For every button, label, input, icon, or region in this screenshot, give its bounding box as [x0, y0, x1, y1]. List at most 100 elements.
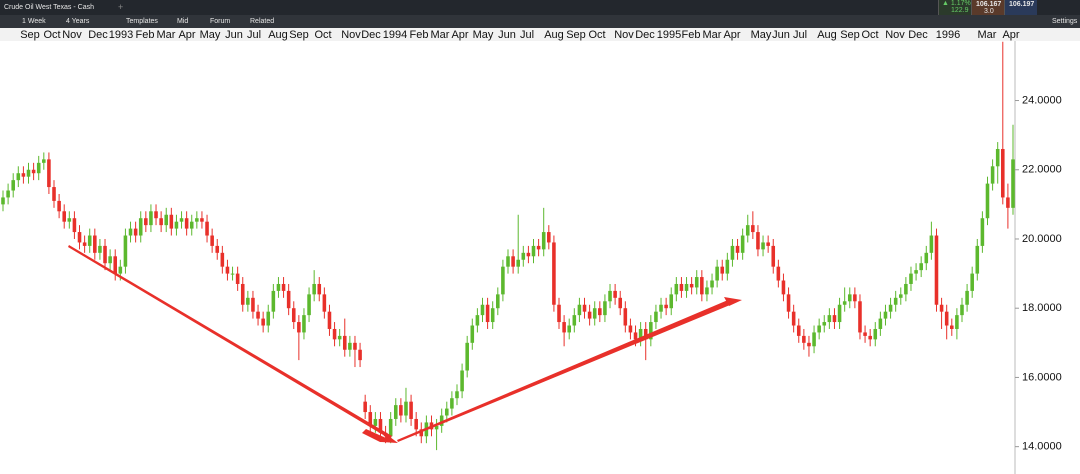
candle-body [674, 283, 679, 295]
candle-body [256, 311, 260, 319]
candle-body [480, 304, 485, 316]
candle-body [496, 294, 500, 309]
x-tick-label: May [200, 29, 221, 41]
candle-body [11, 180, 15, 191]
y-tick-label: 20.0000 [1022, 233, 1062, 245]
candle-body [404, 401, 408, 416]
settings-button[interactable]: Settings [1052, 18, 1078, 25]
candle-body [837, 304, 842, 323]
candle-body [715, 266, 719, 281]
candle-body [210, 235, 214, 246]
toolbar-button[interactable]: Forum [210, 18, 231, 25]
top-bar: Crude Oil West Texas - Cash + ▲ 1.17% 12… [0, 0, 1080, 15]
sell-box[interactable]: 106.167 3.0 [971, 0, 1004, 15]
candle-body [766, 242, 770, 246]
x-tick-label: Oct [43, 29, 60, 41]
candle-body [618, 297, 623, 309]
x-tick-label: Nov [614, 29, 634, 41]
candle-body [587, 311, 592, 319]
candle-body [195, 218, 199, 222]
range-button[interactable]: 4 Years [66, 18, 90, 25]
candle-body [812, 332, 816, 347]
candle-body [62, 211, 66, 222]
candle-body [735, 245, 740, 253]
toolbar-button[interactable]: Related [250, 18, 275, 25]
candle-body [419, 429, 424, 437]
candle-body [643, 328, 648, 340]
candle-body [669, 294, 674, 309]
candle-body [302, 315, 306, 333]
candle-body [914, 270, 918, 274]
instrument-tab[interactable]: Crude Oil West Texas - Cash [4, 4, 94, 11]
candle-body [501, 266, 505, 295]
candle-body [608, 290, 612, 302]
candle-body [470, 325, 475, 343]
candle-body [220, 252, 225, 267]
candle-body [133, 228, 138, 236]
candle-body [246, 297, 250, 305]
x-tick-label: Apr [451, 29, 468, 41]
candle-body [1001, 148, 1005, 198]
x-tick-label: Aug [817, 29, 837, 41]
trend-arrow [68, 245, 392, 439]
candle-body [128, 228, 133, 236]
candle-body [6, 190, 10, 198]
candle-body [154, 211, 158, 219]
candle-body [827, 315, 832, 323]
candle-body [174, 221, 179, 229]
x-tick-label: Jul [520, 29, 534, 41]
x-tick-label: Jul [793, 29, 807, 41]
candle-body [822, 322, 827, 326]
add-tab[interactable]: + [118, 2, 124, 12]
toolbar-button[interactable]: Templates [126, 18, 158, 25]
toolbar-button[interactable]: Mid [177, 18, 189, 25]
candle-body [271, 290, 276, 312]
candle-body [36, 162, 41, 174]
candle-body [450, 398, 454, 409]
candle-body [756, 232, 760, 250]
interval-button[interactable]: 1 Week [22, 18, 46, 25]
candle-body [52, 187, 56, 201]
candle-body [378, 418, 383, 433]
buy-box[interactable]: 106.197 [1004, 0, 1037, 15]
candle-body [659, 304, 663, 312]
y-tick-label: 18.0000 [1022, 302, 1062, 314]
candle-body [87, 235, 92, 246]
candle-body [47, 159, 51, 188]
candle-body [705, 287, 709, 295]
candle-body [67, 218, 72, 222]
candle-body [434, 425, 439, 430]
candle-body [832, 315, 837, 323]
candle-body [138, 218, 143, 236]
candle-body [679, 283, 684, 291]
x-tick-label: Mar [978, 29, 997, 41]
x-tick-label: Feb [410, 29, 429, 41]
candle-body [740, 235, 745, 253]
candle-body [965, 290, 969, 305]
arrow-head [724, 297, 742, 306]
candle-body [205, 221, 209, 236]
x-tick-label: Jul [247, 29, 261, 41]
x-tick-label: May [473, 29, 494, 41]
candle-body [159, 218, 163, 226]
candle-body [348, 342, 352, 350]
candle-body [684, 283, 689, 291]
candle-body [307, 294, 311, 316]
candle-body [791, 311, 796, 326]
sell-price: 106.167 [976, 1, 1002, 8]
candle-body [633, 332, 638, 340]
candle-body [975, 245, 980, 274]
change-sub: 122.9 [951, 7, 969, 14]
x-tick-label: Apr [1002, 29, 1019, 41]
candle-body [694, 277, 699, 288]
candle-body [868, 335, 872, 340]
x-tick-label: Apr [178, 29, 195, 41]
candle-body [526, 252, 531, 257]
candle-body [93, 235, 97, 253]
candle-body [358, 349, 362, 361]
candle-body [893, 297, 898, 305]
x-tick-label: 1995 [657, 29, 681, 41]
candle-body [541, 232, 546, 250]
candle-body [1011, 159, 1015, 208]
x-tick-label: Dec [908, 29, 928, 41]
